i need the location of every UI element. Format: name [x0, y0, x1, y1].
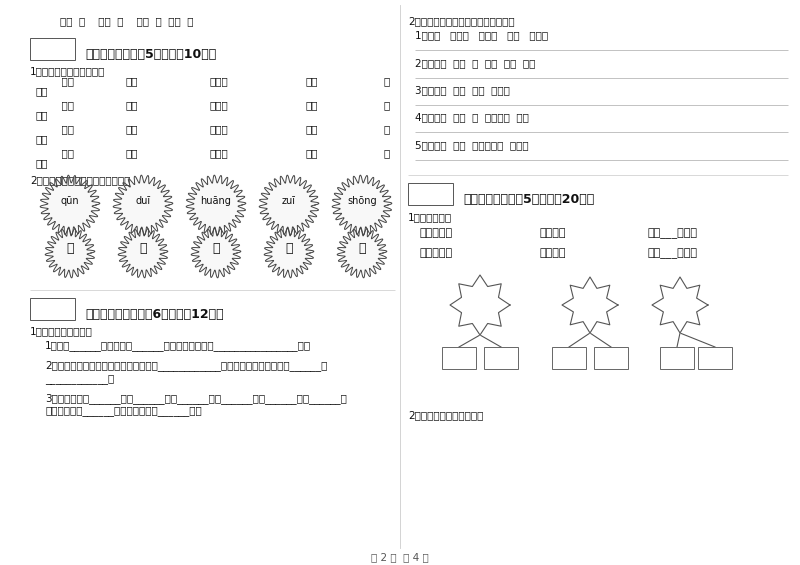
- Text: 叶－口＝十: 叶－口＝十: [420, 248, 453, 258]
- Text: 评卷人: 评卷人: [55, 302, 71, 311]
- Text: 手表: 手表: [125, 124, 138, 134]
- Text: 下: 下: [607, 350, 614, 363]
- Text: 香－___　＝日: 香－___ ＝日: [648, 248, 698, 259]
- Polygon shape: [46, 228, 94, 278]
- Text: 水井: 水井: [35, 110, 47, 120]
- Text: 1．拿出小尺子，连一连。: 1．拿出小尺子，连一连。: [30, 66, 106, 76]
- Bar: [442, 347, 476, 369]
- Text: 1．按课文内容填空。: 1．按课文内容填空。: [30, 326, 93, 336]
- Text: 控: 控: [383, 148, 390, 158]
- Text: 平淡的: 平淡的: [210, 100, 229, 110]
- Text: 霄: 霄: [358, 241, 366, 254]
- Text: 裳: 裳: [66, 241, 74, 254]
- Text: 得分: 得分: [412, 187, 422, 196]
- Polygon shape: [652, 277, 708, 333]
- Text: 2．我会写笔顺和数笔画。: 2．我会写笔顺和数笔画。: [408, 410, 483, 420]
- Text: 1．快乐加减。: 1．快乐加减。: [408, 212, 452, 222]
- Text: 火: 火: [498, 350, 505, 363]
- Bar: [408, 183, 453, 205]
- Text: 维: 维: [383, 124, 390, 134]
- Polygon shape: [118, 228, 168, 278]
- Text: 生活: 生活: [305, 124, 318, 134]
- Text: duī: duī: [135, 196, 150, 206]
- Text: 查: 查: [383, 100, 390, 110]
- Polygon shape: [259, 175, 318, 235]
- Text: 2．高高的  木瓜  从  掉进  树上  湖里: 2．高高的 木瓜 从 掉进 树上 湖里: [415, 58, 535, 68]
- Text: 走＋干＝赶: 走＋干＝赶: [420, 228, 453, 238]
- Text: 木头: 木头: [35, 158, 47, 168]
- Bar: [660, 347, 694, 369]
- Bar: [594, 347, 628, 369]
- Text: 3．小动物  住着  许多  河岸边: 3．小动物 住着 许多 河岸边: [415, 85, 510, 95]
- Bar: [484, 347, 518, 369]
- Text: 2．重新排列词语，组成通顺的句子。: 2．重新排列词语，组成通顺的句子。: [408, 16, 514, 26]
- Text: 玉米: 玉米: [35, 134, 47, 144]
- Text: 野: 野: [139, 241, 146, 254]
- Polygon shape: [186, 175, 246, 235]
- Bar: [30, 38, 75, 60]
- Text: 5．盛开着  鲜花  五颜六色的  草地上: 5．盛开着 鲜花 五颜六色的 草地上: [415, 140, 529, 150]
- Polygon shape: [40, 175, 100, 235]
- Text: 会－人＝: 会－人＝: [540, 248, 566, 258]
- Text: 4．结满了  树上  的  又大又红  桃子: 4．结满了 树上 的 又大又红 桃子: [415, 112, 529, 122]
- Text: 立＋___　＝童: 立＋___ ＝童: [648, 228, 698, 238]
- Text: zuī: zuī: [282, 196, 296, 206]
- Text: 作业: 作业: [35, 86, 47, 96]
- Text: 2．妈妈告诉我，沿着弯弯的小路，就能____________，遥远的北京城，有一座______安: 2．妈妈告诉我，沿着弯弯的小路，就能____________，遥远的北京城，有一…: [45, 360, 327, 371]
- Polygon shape: [264, 228, 314, 278]
- Text: 毛线: 毛线: [125, 148, 138, 158]
- Text: 五、补充句子（每题6分，共计12分）: 五、补充句子（每题6分，共计12分）: [85, 308, 224, 321]
- Polygon shape: [338, 228, 386, 278]
- Bar: [552, 347, 586, 369]
- Text: 泉水: 泉水: [305, 148, 318, 158]
- Text: 评卷人: 评卷人: [433, 187, 449, 196]
- Text: ____________。: ____________。: [45, 374, 114, 384]
- Text: 六、综合题（每题5分，共计20分）: 六、综合题（每题5分，共计20分）: [463, 193, 594, 206]
- Bar: [30, 298, 75, 320]
- Text: 秋: 秋: [476, 293, 484, 307]
- Text: 柔和的: 柔和的: [210, 148, 229, 158]
- Text: shōng: shōng: [347, 196, 377, 206]
- Text: 一列: 一列: [55, 76, 74, 86]
- Text: 四、连一连（每题5分，共计10分）: 四、连一连（每题5分，共计10分）: [85, 48, 216, 61]
- Text: 绿油油，江南______多，小小竹排顺______游。: 绿油油，江南______多，小小竹排顺______游。: [45, 406, 202, 416]
- Text: 屋: 屋: [383, 76, 390, 86]
- Text: 一块: 一块: [55, 148, 74, 158]
- Bar: [698, 347, 732, 369]
- Text: 堆: 堆: [212, 241, 220, 254]
- Text: 月光: 月光: [305, 76, 318, 86]
- Polygon shape: [562, 277, 618, 333]
- Text: 3．小竹排，嗯______流，______唱，______游，______岸树______密，______苗: 3．小竹排，嗯______流，______唱，______游，______岸树_…: [45, 393, 347, 404]
- Text: 评卷人: 评卷人: [55, 42, 71, 51]
- Text: 1．指着   往回走   小猴子   一个   大西瓜: 1．指着 往回走 小猴子 一个 大西瓜: [415, 30, 548, 40]
- Text: 一团: 一团: [55, 124, 74, 134]
- Text: 白（  ）    开（  ）    乐（  ）  开（  ）: 白（ ） 开（ ） 乐（ ） 开（ ）: [60, 16, 194, 26]
- Text: 门: 门: [674, 350, 681, 363]
- Text: 而: 而: [286, 241, 293, 254]
- Text: 禾: 禾: [455, 350, 462, 363]
- Text: 一前: 一前: [55, 100, 74, 110]
- Text: 1．远看______有色，近听______声，春去花还在，________________蝶。: 1．远看______有色，近听______声，春去花还在，___________…: [45, 340, 311, 351]
- Text: 甘甜的: 甘甜的: [210, 76, 229, 86]
- Text: 日＋月＝: 日＋月＝: [540, 228, 566, 238]
- Text: qūn: qūn: [61, 196, 79, 206]
- Text: 大战: 大战: [125, 76, 138, 86]
- Polygon shape: [450, 275, 510, 335]
- Text: 丰盛的: 丰盛的: [210, 124, 229, 134]
- Text: 得分: 得分: [34, 302, 45, 311]
- Polygon shape: [114, 175, 173, 235]
- Text: 2．我能把拼音和对应的字连起来。: 2．我能把拼音和对应的字连起来。: [30, 175, 130, 185]
- Text: 第 2 页  共 4 页: 第 2 页 共 4 页: [371, 552, 429, 562]
- Polygon shape: [191, 228, 241, 278]
- Text: 晚餐: 晚餐: [305, 100, 318, 110]
- Text: huāng: huāng: [201, 196, 231, 206]
- Polygon shape: [332, 175, 392, 235]
- Text: 火车: 火车: [125, 100, 138, 110]
- Text: 得分: 得分: [34, 42, 45, 51]
